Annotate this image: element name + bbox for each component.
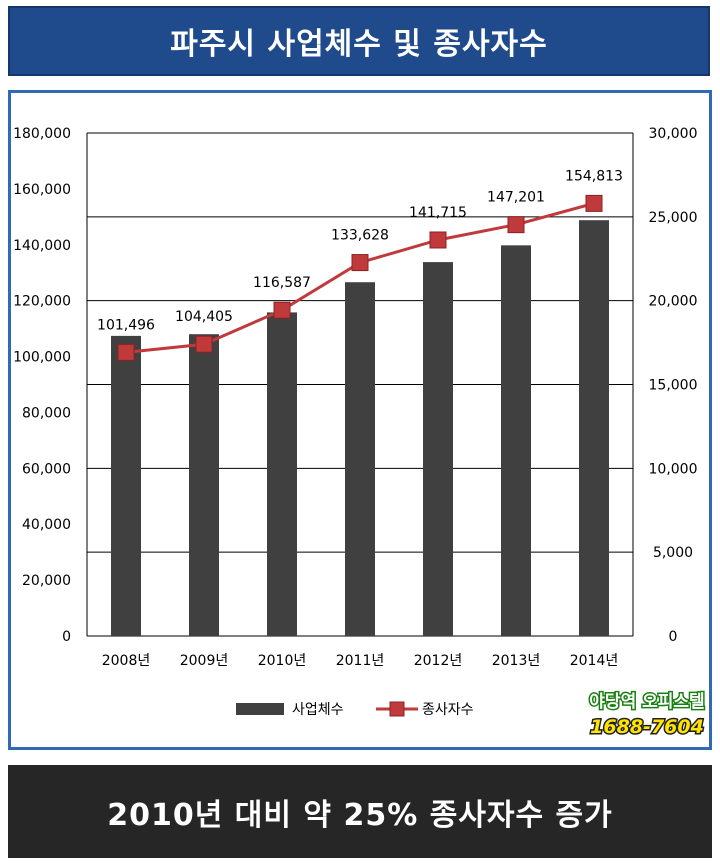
y-left-tick-label: 20,000	[22, 573, 71, 589]
x-tick-label: 2009년	[180, 653, 229, 669]
footer-banner: 2010년 대비 약 25% 종사자수 증가	[8, 765, 712, 858]
bar-1	[111, 335, 141, 636]
watermark-text: 야당역 오피스텔	[589, 692, 704, 712]
y-right-tick-label: 20,000	[649, 294, 698, 310]
data-label: 116,587	[253, 275, 311, 291]
bar-5	[423, 262, 453, 636]
watermark-phone: 1688-7604	[590, 716, 704, 738]
line-marker-3	[273, 301, 291, 319]
x-tick-label: 2012년	[414, 653, 463, 669]
x-tick-label: 2014년	[570, 653, 619, 669]
y-right-tick-label: 25,000	[649, 210, 698, 226]
data-label: 133,628	[331, 228, 389, 244]
y-left-tick-label: 120,000	[13, 294, 71, 310]
y-right-tick-label: 5,000	[653, 545, 693, 561]
footer-text: 2010년 대비 약 25% 종사자수 증가	[107, 797, 613, 833]
line-marker-2	[195, 335, 213, 353]
data-label: 101,496	[97, 317, 155, 333]
data-label: 104,405	[175, 309, 233, 325]
x-tick-label: 2011년	[336, 653, 385, 669]
y-left-tick-label: 60,000	[22, 461, 71, 477]
chart-frame: 0 5,000 10,000 15,000 20,000 25,000 30,000 0 20,…	[8, 90, 712, 750]
bar-3	[267, 312, 297, 636]
y-left-tick-label: 180,000	[13, 126, 71, 142]
line-marker-4	[351, 254, 369, 272]
y-left-tick-label: 80,000	[22, 405, 71, 421]
line-marker-5	[429, 231, 447, 249]
title-banner: 파주시 사업체수 및 종사자수	[8, 6, 710, 76]
line-marker-6	[507, 216, 525, 234]
y-left-tick-label: 160,000	[13, 182, 71, 198]
y-left-tick-label: 40,000	[22, 517, 71, 533]
legend-label-line: 종사자수	[422, 702, 474, 718]
data-label: 141,715	[409, 205, 467, 221]
line-marker-7	[585, 194, 603, 212]
y-left-tick-label: 0	[62, 629, 71, 645]
data-label: 154,813	[565, 168, 623, 184]
x-tick-label: 2010년	[258, 653, 307, 669]
y-right-tick-label: 30,000	[649, 126, 698, 142]
legend-line-marker	[389, 701, 405, 717]
line-marker-1	[117, 343, 135, 361]
legend-label-bars: 사업체수	[292, 702, 344, 718]
bar-4	[345, 282, 375, 636]
y-left-tick-label: 100,000	[13, 350, 71, 366]
y-right-tick-label: 0	[669, 629, 678, 645]
y-right-tick-label: 15,000	[649, 378, 698, 394]
x-tick-label: 2008년	[102, 653, 151, 669]
chart-title: 파주시 사업체수 및 종사자수	[170, 27, 548, 62]
legend-bar-swatch	[236, 703, 284, 715]
bar-2	[189, 334, 219, 636]
combo-chart: 0 5,000 10,000 15,000 20,000 25,000 30,000 0 20,…	[13, 126, 706, 740]
bar-7	[579, 220, 609, 636]
data-label: 147,201	[487, 190, 545, 206]
y-right-tick-label: 10,000	[649, 461, 698, 477]
bar-6	[501, 245, 531, 636]
y-left-tick-label: 140,000	[13, 238, 71, 254]
x-tick-label: 2013년	[492, 653, 541, 669]
